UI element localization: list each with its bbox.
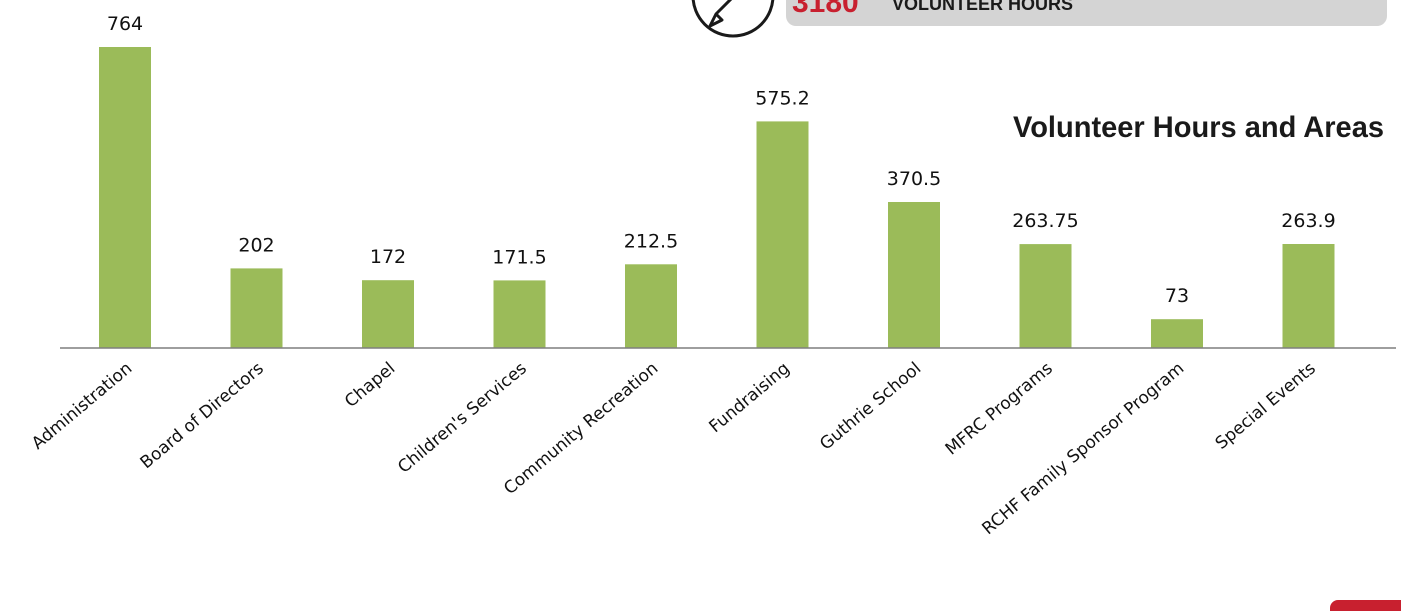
- category-label: Chapel: [341, 359, 399, 412]
- category-label: RCHF Family Sponsor Program: [978, 359, 1188, 540]
- volunteer-hours-banner: 3180 VOLUNTEER HOURS: [786, 0, 1387, 26]
- bar: [1019, 244, 1072, 348]
- value-labels: 764 202 172 171.5 212.5 575.2 370.5 263.75 73 263…: [107, 13, 1336, 307]
- bar-value-label: 171.5: [492, 246, 546, 268]
- bar: [493, 280, 546, 348]
- category-label: Children's Services: [394, 358, 531, 477]
- bar: [888, 202, 940, 348]
- bars: [99, 47, 1335, 349]
- bar-value-label: 212.5: [624, 230, 678, 252]
- bar-value-label: 764: [107, 13, 143, 35]
- category-label: Special Events: [1212, 358, 1320, 453]
- bar: [362, 280, 414, 348]
- bar: [230, 268, 283, 348]
- category-label: MFRC Programs: [942, 358, 1057, 459]
- pencil-icon: [691, 0, 775, 38]
- chart-title: Volunteer Hours and Areas: [1013, 111, 1384, 144]
- bar-value-label: 263.9: [1281, 210, 1335, 232]
- bar-value-label: 202: [238, 234, 274, 256]
- category-label: Guthrie School: [816, 359, 925, 455]
- bar: [1282, 244, 1335, 348]
- banner-total-hours: 3180: [792, 0, 859, 19]
- category-label: Fundraising: [705, 359, 793, 438]
- bar-value-label: 370.5: [887, 168, 941, 190]
- bar: [625, 264, 677, 348]
- bar: [1151, 319, 1203, 348]
- category-label: Administration: [28, 359, 136, 454]
- bar-value-label: 575.2: [755, 87, 809, 109]
- bar-value-label: 263.75: [1012, 210, 1078, 232]
- bar-value-label: 172: [370, 246, 406, 268]
- bar: [756, 121, 809, 349]
- banner-label: VOLUNTEER HOURS: [892, 0, 1073, 14]
- category-labels: Administration Board of Directors ChapelCh…: [28, 358, 1320, 539]
- bar-value-label: 73: [1165, 285, 1189, 307]
- category-label: Community Recreation: [500, 359, 662, 499]
- bar: [99, 47, 151, 348]
- category-label: Board of Directors: [137, 358, 268, 473]
- corner-accent: [1330, 600, 1401, 611]
- banner-background: [786, 0, 1387, 26]
